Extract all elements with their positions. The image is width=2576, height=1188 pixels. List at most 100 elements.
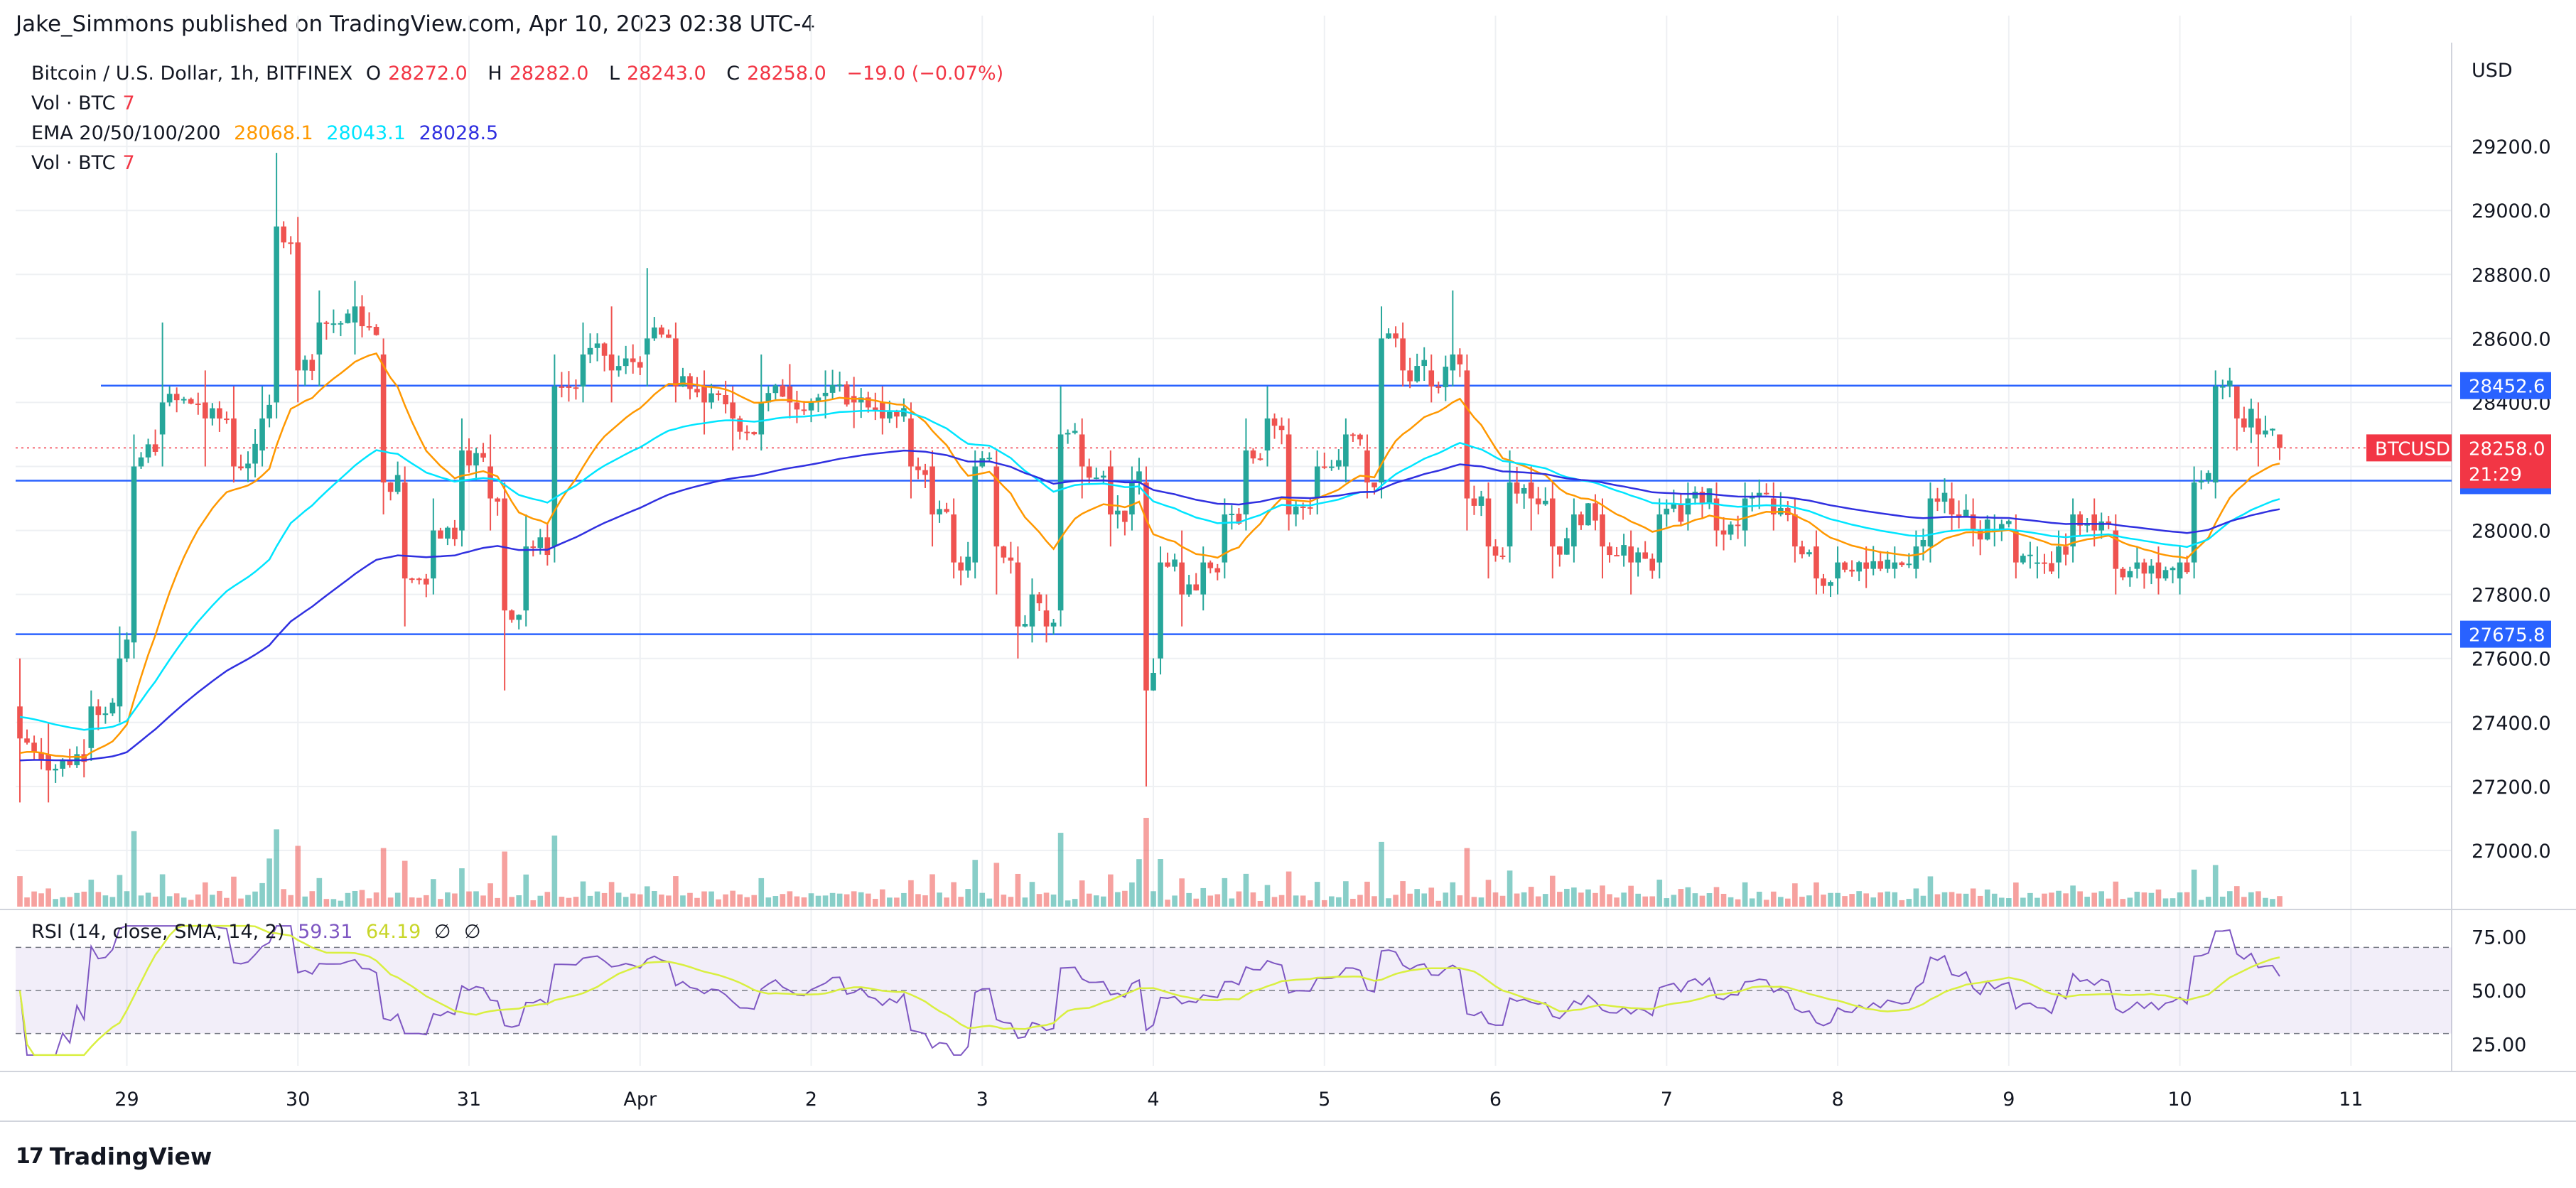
candle-body-31 [238, 466, 244, 469]
volume-bar-227 [1635, 893, 1641, 907]
candle-4 [45, 722, 51, 803]
time-tick-3: Apr [623, 1089, 657, 1111]
candle-body-295 [2120, 568, 2126, 578]
volume-bar-49 [366, 898, 372, 907]
candle-115 [836, 372, 843, 392]
volume-bar-207 [1492, 892, 1499, 907]
candle-body-223 [1607, 546, 1612, 556]
candle-177 [1278, 417, 1285, 445]
candle-body-306 [2198, 480, 2204, 483]
currency-label: USD [2472, 60, 2513, 82]
volume-bar-17 [138, 895, 144, 907]
candle-body-197 [1421, 360, 1428, 367]
volume-bar-76 [559, 897, 565, 907]
candle-128 [929, 450, 935, 547]
volume-bar-192 [1386, 898, 1391, 907]
candle-body-164 [1186, 584, 1192, 595]
volume-bar-183 [1321, 900, 1327, 907]
volume-bar-313 [2248, 892, 2254, 907]
candle-131 [951, 498, 956, 579]
candle-body-141 [1022, 624, 1028, 627]
volume-bar-209 [1507, 870, 1513, 907]
candle-body-82 [601, 343, 608, 356]
candle-255 [1835, 546, 1841, 595]
candle-body-13 [109, 702, 116, 714]
volume-bar-184 [1328, 896, 1335, 907]
candle-body-83 [608, 354, 615, 371]
volume-bar-75 [551, 835, 558, 907]
candle-201 [1450, 290, 1456, 387]
axes: USD29200.029000.028800.028600.028400.028… [114, 60, 2550, 1111]
rsi-tick-1: 50.00 [2472, 981, 2526, 1003]
volume-bar-173 [1250, 892, 1256, 907]
candle-body-244 [1756, 492, 1762, 497]
tradingview-logo[interactable]: 17 TradingView [16, 1143, 212, 1170]
candle-body-214 [1542, 500, 1548, 504]
candle-body-59 [438, 530, 443, 539]
candle-body-188 [1357, 434, 1363, 440]
candle-156 [1129, 466, 1135, 531]
volume-bar-55 [409, 897, 415, 907]
candle-body-231 [1664, 508, 1670, 515]
candle-129 [937, 500, 942, 523]
volume-bar-28 [217, 890, 222, 907]
ema-legend: EMA 20/50/100/200 28068.1 28043.1 28028.… [31, 122, 499, 144]
candle-112 [815, 394, 821, 413]
volume-bar-34 [259, 882, 265, 907]
candle-196 [1414, 353, 1420, 383]
candle-302 [2170, 566, 2176, 583]
candle-142 [1029, 578, 1035, 643]
candle-189 [1364, 434, 1370, 499]
current-price-tag-bg [2460, 434, 2551, 489]
candle-body-123 [894, 411, 900, 417]
symbol-name: Bitcoin / U.S. Dollar, 1h, BITFINEX [31, 63, 353, 85]
candle-224 [1614, 546, 1620, 557]
volume-bar-258 [1856, 891, 1862, 907]
volume-bar-45 [338, 900, 344, 907]
volume-bar-194 [1400, 881, 1406, 907]
candle-body-178 [1286, 434, 1292, 515]
candle-body-10 [88, 706, 95, 748]
candle-105 [765, 385, 772, 411]
candle-159 [1150, 658, 1156, 691]
candle-271 [1949, 482, 1955, 531]
volume-bar-149 [1079, 880, 1085, 907]
candle-162 [1172, 554, 1177, 572]
candle-body-267 [1920, 539, 1926, 547]
volume-bar-97 [708, 891, 714, 907]
volume-bar-115 [836, 893, 843, 907]
volume-bar-314 [2256, 891, 2261, 907]
candle-body-2 [31, 742, 37, 752]
candle-body-109 [794, 402, 800, 410]
candle-body-48 [359, 306, 365, 327]
volume-bar-58 [431, 879, 436, 907]
volume-bar-186 [1343, 881, 1349, 907]
volume-bar-177 [1278, 895, 1285, 907]
volume-bar-109 [794, 896, 800, 907]
candle-body-14 [117, 658, 123, 707]
candle-211 [1521, 484, 1527, 509]
candle-243 [1749, 492, 1755, 512]
candle-42 [316, 290, 323, 387]
volume-bar-179 [1293, 895, 1299, 907]
candle-89 [651, 317, 657, 341]
candle-117 [851, 377, 857, 428]
time-tick-7: 5 [1318, 1089, 1330, 1111]
candle-body-75 [551, 386, 558, 547]
candle-body-118 [858, 397, 864, 403]
candle-164 [1186, 575, 1192, 597]
candle-73 [537, 529, 544, 555]
volume-bar-102 [744, 897, 750, 907]
candle-220 [1585, 503, 1591, 526]
candle-body-45 [338, 323, 344, 325]
volume-bar-235 [1692, 893, 1698, 907]
volume-bar-263 [1892, 892, 1898, 907]
candle-body-77 [566, 386, 572, 388]
candle-body-3 [38, 752, 44, 760]
candle-52 [387, 482, 394, 501]
volume-bar-199 [1435, 900, 1442, 907]
volume-bar-79 [580, 881, 586, 907]
volume-bar-190 [1371, 896, 1377, 907]
candle-21 [166, 386, 173, 406]
